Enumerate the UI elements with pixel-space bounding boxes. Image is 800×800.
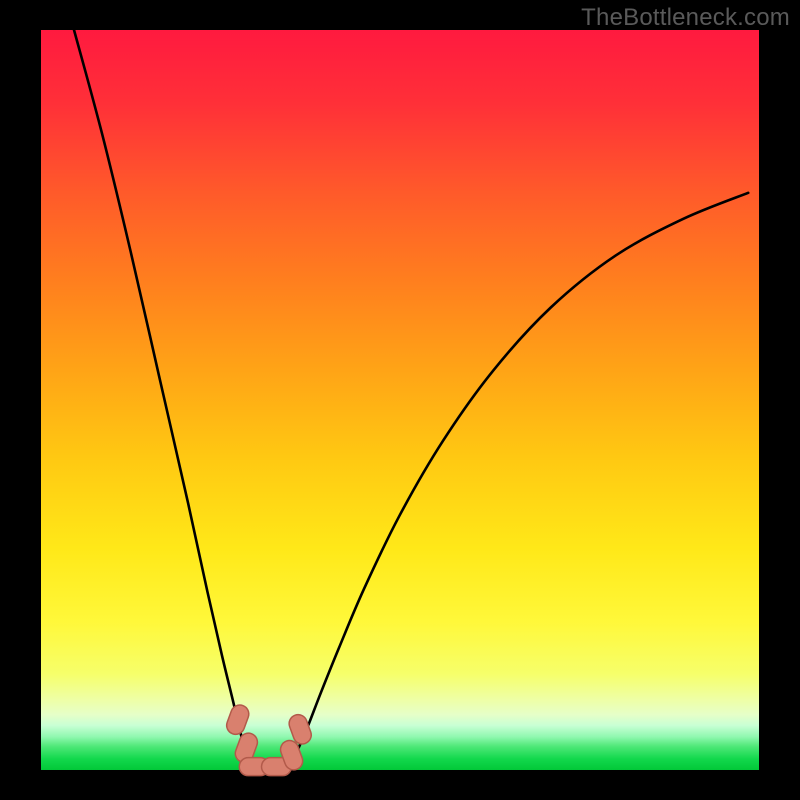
plot-background	[41, 30, 759, 770]
watermark-text: TheBottleneck.com	[581, 4, 790, 32]
bottleneck-chart	[0, 0, 800, 800]
chart-stage: TheBottleneck.com	[0, 0, 800, 800]
